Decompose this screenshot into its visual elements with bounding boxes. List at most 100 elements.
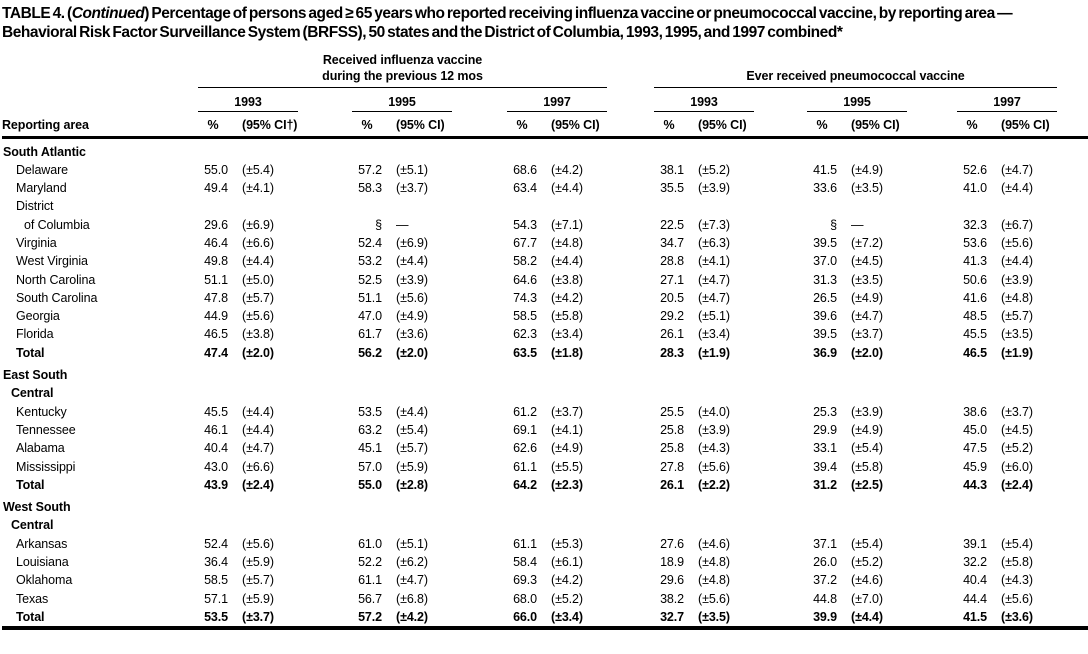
- ci-value: —: [396, 217, 409, 232]
- ci-header: (95% CI): [396, 117, 445, 132]
- ci-value: (±5.6): [1001, 591, 1033, 606]
- percent-value: 27.1: [660, 272, 684, 287]
- percent-value: 52.4: [358, 235, 382, 250]
- value-cell: 52.6 (±4.7): [907, 161, 1057, 179]
- section-row: East South: [2, 362, 1088, 384]
- value-cell: 26.0 (±5.2): [754, 553, 907, 571]
- spacer-cell: [1057, 403, 1088, 421]
- value-cell: 46.4 (±6.6): [162, 234, 298, 252]
- value-cell: 53.5 (±4.4): [298, 403, 452, 421]
- percent-value: 52.5: [358, 272, 382, 287]
- value-cell: 27.6 (±4.6): [607, 535, 754, 553]
- ci-value: (±4.7): [851, 309, 883, 324]
- column-header-cell: % (95% CI†): [162, 112, 298, 139]
- value-cell: [754, 384, 907, 402]
- state-row: Oklahoma 58.5 (±5.7) 61.1 (±4.7) 69.3 (±4.2) 29…: [2, 571, 1088, 589]
- ci-value: (±5.3): [551, 536, 583, 551]
- value-cell: 26.5 (±4.9): [754, 289, 907, 307]
- group-spanner-row: Received influenza vaccine during the pre…: [2, 44, 1088, 88]
- ci-value: (±2.4): [242, 477, 274, 492]
- percent-value: 61.0: [358, 536, 382, 551]
- percent-value: 26.1: [660, 477, 684, 492]
- percent-value: 27.8: [660, 459, 684, 474]
- value-cell: [452, 494, 607, 516]
- ci-value: (±4.4): [1001, 254, 1033, 269]
- value-cell: [607, 516, 754, 534]
- value-cell: 38.2 (±5.6): [607, 590, 754, 608]
- ci-header: (95% CI): [1001, 117, 1050, 132]
- value-cell: 57.1 (±5.9): [162, 590, 298, 608]
- value-cell: [607, 197, 754, 215]
- row-label: Total: [16, 345, 45, 360]
- row-label: Total: [16, 477, 45, 492]
- ci-value: (±2.4): [1001, 477, 1033, 492]
- value-cell: 47.5 (±5.2): [907, 439, 1057, 457]
- value-cell: 53.2 (±4.4): [298, 252, 452, 270]
- spacer-cell: [1057, 439, 1088, 457]
- value-cell: 28.8 (±4.1): [607, 252, 754, 270]
- spacer-cell: [1057, 553, 1088, 571]
- value-cell: 29.2 (±5.1): [607, 307, 754, 325]
- percent-value: 61.1: [513, 536, 537, 551]
- total-row: Total 43.9 (±2.4) 55.0 (±2.8) 64.2 (±2.3) 26.1 (…: [2, 476, 1088, 494]
- ci-value: —: [851, 217, 864, 232]
- value-cell: 46.1 (±4.4): [162, 421, 298, 439]
- document-page: TABLE 4. (Continued) Percentage of perso…: [2, 5, 1088, 631]
- ci-value: (±4.6): [851, 573, 883, 588]
- row-label: South Carolina: [16, 290, 98, 305]
- ci-value: (±3.6): [396, 327, 428, 342]
- year-header-pneumo-1995: 1995: [754, 88, 907, 112]
- value-cell: 69.3 (±4.2): [452, 571, 607, 589]
- percent-value: 53.5: [204, 609, 228, 624]
- percent-value: 25.3: [813, 404, 837, 419]
- percent-value: 46.5: [963, 345, 987, 360]
- spacer-cell: [1057, 535, 1088, 553]
- value-cell: 58.3 (±3.7): [298, 179, 452, 197]
- ci-value: (±3.7): [551, 404, 583, 419]
- ci-value: (±2.8): [396, 477, 428, 492]
- percent-value: 58.3: [358, 181, 382, 196]
- value-cell: 45.0 (±4.5): [907, 421, 1057, 439]
- value-cell: 33.6 (±3.5): [754, 179, 907, 197]
- value-cell: 58.2 (±4.4): [452, 252, 607, 270]
- percent-value: 26.5: [813, 290, 837, 305]
- state-row: Kentucky 45.5 (±4.4) 53.5 (±4.4) 61.2 (±3.7) 25…: [2, 403, 1088, 421]
- row-label: Central: [11, 386, 54, 401]
- percent-value: 58.5: [204, 573, 228, 588]
- spacer-cell: [1057, 421, 1088, 439]
- ci-value: (±7.0): [851, 591, 883, 606]
- ci-value: (±3.9): [1001, 272, 1033, 287]
- ci-value: (±4.7): [698, 290, 730, 305]
- percent-value: 41.5: [813, 162, 837, 177]
- title-text: ) Percentage of persons aged ≥ 65 years …: [2, 5, 1013, 41]
- percent-value: 34.7: [660, 235, 684, 250]
- percent-value: 63.2: [358, 422, 382, 437]
- percent-value: 44.8: [813, 591, 837, 606]
- ci-value: (±4.4): [551, 181, 583, 196]
- value-cell: 44.3 (±2.4): [907, 476, 1057, 494]
- row-label: North Carolina: [16, 272, 96, 287]
- ci-value: (±5.8): [1001, 555, 1033, 570]
- title-prefix: TABLE 4. (: [2, 5, 72, 22]
- value-cell: 49.4 (±4.1): [162, 179, 298, 197]
- year-header-row: 1993 1995 1997 1993 1995 1997: [2, 88, 1088, 112]
- section-row: Central: [2, 516, 1088, 534]
- percent-value: 37.2: [813, 573, 837, 588]
- value-cell: 39.6 (±4.7): [754, 307, 907, 325]
- value-cell: 41.6 (±4.8): [907, 289, 1057, 307]
- row-label: Alabama: [16, 441, 65, 456]
- ci-value: (±5.4): [396, 422, 428, 437]
- value-cell: [754, 494, 907, 516]
- percent-value: 69.1: [513, 422, 537, 437]
- percent-value: 31.2: [813, 477, 837, 492]
- ci-value: (±3.4): [551, 609, 583, 624]
- percent-value: 47.0: [358, 309, 382, 324]
- value-cell: 55.0 (±2.8): [298, 476, 452, 494]
- percent-value: 32.2: [963, 555, 987, 570]
- row-label: Florida: [16, 327, 54, 342]
- ci-value: (±4.3): [698, 441, 730, 456]
- value-cell: 37.1 (±5.4): [754, 535, 907, 553]
- row-label: Central: [11, 518, 54, 533]
- row-label: West South: [3, 500, 71, 515]
- ci-value: (±4.9): [851, 290, 883, 305]
